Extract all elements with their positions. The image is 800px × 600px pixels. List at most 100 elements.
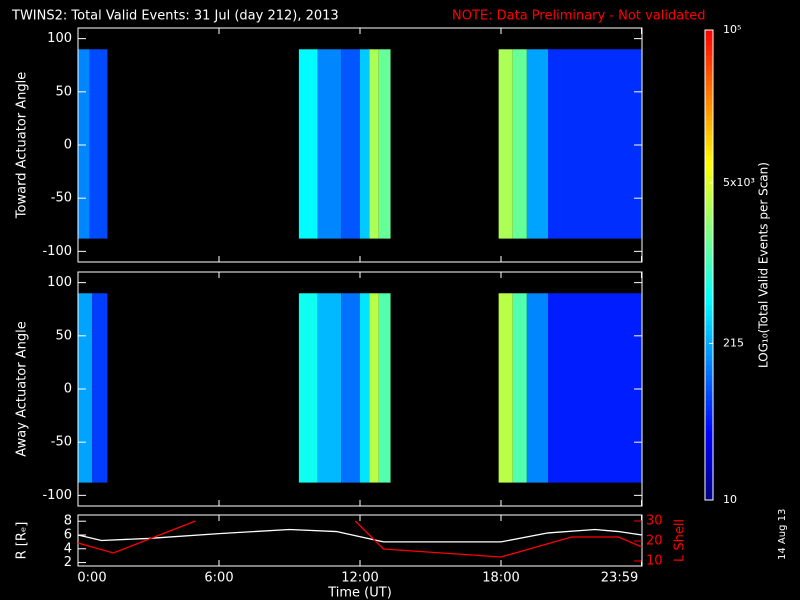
- y2-tick-label: 30: [646, 514, 663, 529]
- colorbar-label: LOG₁₀(Total Valid Events per Scan): [757, 162, 771, 368]
- colorbar-tick-label: 5x10³: [723, 176, 755, 189]
- heatmap-cell: [360, 49, 370, 239]
- colorbar-segment: [705, 150, 713, 156]
- colorbar-segment: [705, 405, 713, 411]
- heatmap-cell: [317, 293, 342, 483]
- colorbar-segment: [705, 145, 713, 151]
- heatmap-cell: [298, 49, 318, 239]
- colorbar-segment: [705, 490, 713, 496]
- colorbar-segment: [705, 155, 713, 161]
- colorbar-segment: [705, 80, 713, 86]
- y-tick-label: 4: [64, 541, 72, 556]
- colorbar-segment: [705, 135, 713, 141]
- chart-title: TWINS2: Total Valid Events: 31 Jul (day …: [11, 9, 339, 24]
- colorbar-tick-label: 10: [723, 493, 737, 506]
- colorbar-segment: [705, 290, 713, 296]
- y-axis-label: Toward Actuator Angle: [15, 72, 30, 219]
- colorbar-segment: [705, 355, 713, 361]
- colorbar-segment: [705, 360, 713, 366]
- heatmap-cell: [378, 293, 391, 483]
- y-tick-label: 0: [64, 382, 72, 397]
- colorbar-segment: [705, 55, 713, 61]
- heatmap-cell: [89, 49, 108, 239]
- colorbar-segment: [705, 75, 713, 81]
- colorbar-segment: [705, 440, 713, 446]
- y-tick-label: 100: [47, 275, 72, 290]
- colorbar-segment: [705, 420, 713, 426]
- colorbar-segment: [705, 480, 713, 486]
- heatmap-cell: [526, 293, 548, 483]
- colorbar-segment: [705, 175, 713, 181]
- heatmap-cell: [369, 293, 379, 483]
- y-tick-label: 50: [55, 328, 72, 343]
- colorbar-segment: [705, 460, 713, 466]
- colorbar-segment: [705, 315, 713, 321]
- heatmap-cell: [341, 49, 360, 239]
- heatmap-cell: [317, 49, 342, 239]
- colorbar-segment: [705, 465, 713, 471]
- y-tick-label: 2: [64, 555, 72, 570]
- x-axis-label: Time (UT): [327, 586, 392, 600]
- colorbar-segment: [705, 260, 713, 266]
- colorbar-segment: [705, 160, 713, 166]
- colorbar-segment: [705, 495, 713, 501]
- colorbar-segment: [705, 85, 713, 91]
- x-tick-label: 12:00: [341, 571, 378, 586]
- colorbar-segment: [705, 450, 713, 456]
- heatmap-cell: [512, 49, 527, 239]
- note: NOTE: Data Preliminary - Not validated: [452, 9, 706, 24]
- colorbar-segment: [705, 60, 713, 66]
- colorbar-segment: [705, 415, 713, 421]
- colorbar-segment: [705, 280, 713, 286]
- y-tick-label: 100: [47, 31, 72, 46]
- y-tick-label: -100: [42, 488, 72, 503]
- y-tick-label: 6: [64, 527, 72, 542]
- colorbar-segment: [705, 45, 713, 51]
- x-tick-label: 0:00: [77, 571, 106, 586]
- colorbar-segment: [705, 105, 713, 111]
- y2-tick-label: 10: [646, 554, 663, 569]
- colorbar-segment: [705, 285, 713, 291]
- colorbar-segment: [705, 240, 713, 246]
- colorbar-segment: [705, 370, 713, 376]
- colorbar-segment: [705, 385, 713, 391]
- colorbar-segment: [705, 270, 713, 276]
- colorbar-segment: [705, 445, 713, 451]
- colorbar-segment: [705, 225, 713, 231]
- colorbar-segment: [705, 430, 713, 436]
- colorbar-tick-label: 10⁵: [723, 23, 741, 36]
- colorbar-segment: [705, 425, 713, 431]
- colorbar-segment: [705, 50, 713, 56]
- colorbar-segment: [705, 345, 713, 351]
- y-tick-label: -100: [42, 244, 72, 259]
- colorbar-segment: [705, 65, 713, 71]
- heatmap-cell: [78, 49, 90, 239]
- colorbar-segment: [705, 30, 713, 36]
- colorbar-segment: [705, 35, 713, 41]
- colorbar-segment: [705, 320, 713, 326]
- colorbar-segment: [705, 195, 713, 201]
- colorbar-segment: [705, 245, 713, 251]
- heatmap-cell: [360, 293, 370, 483]
- colorbar-segment: [705, 200, 713, 206]
- colorbar-segment: [705, 120, 713, 126]
- date-stamp: 14 Aug 13: [777, 509, 788, 560]
- colorbar-segment: [705, 250, 713, 256]
- heatmap-cell: [498, 293, 513, 483]
- y-tick-label: -50: [51, 435, 72, 450]
- colorbar-segment: [705, 255, 713, 261]
- colorbar-segment: [705, 395, 713, 401]
- colorbar-segment: [705, 210, 713, 216]
- colorbar-segment: [705, 380, 713, 386]
- line-series: [77, 528, 643, 543]
- x-tick-label: 23:59: [601, 571, 638, 586]
- colorbar-segment: [705, 165, 713, 171]
- colorbar-segment: [705, 340, 713, 346]
- colorbar-segment: [705, 115, 713, 121]
- colorbar-segment: [705, 410, 713, 416]
- y-axis-label: R [Rₑ]: [15, 522, 30, 560]
- x-tick-label: 18:00: [482, 571, 519, 586]
- colorbar-segment: [705, 335, 713, 341]
- heatmap-cell: [526, 49, 548, 239]
- heatmap-cell: [498, 49, 513, 239]
